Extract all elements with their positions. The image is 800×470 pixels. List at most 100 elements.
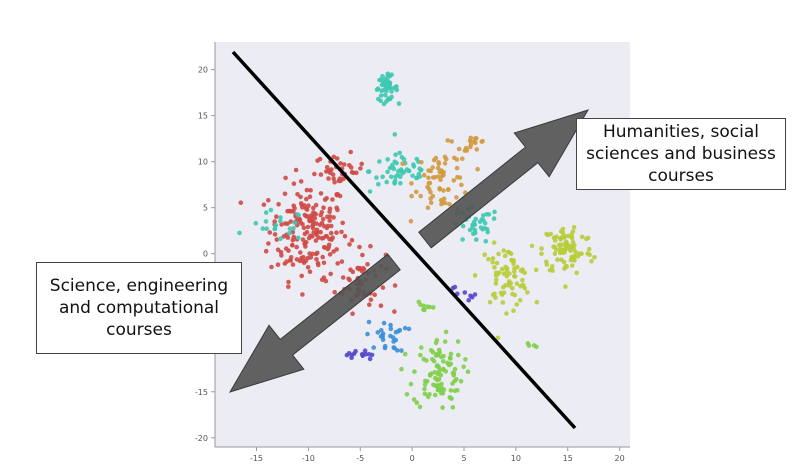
scatter-point [339, 259, 345, 264]
scatter-point [559, 257, 564, 263]
scatter-point [474, 136, 479, 141]
scatter-point [569, 235, 575, 241]
scatter-point [421, 172, 427, 178]
scatter-point [320, 216, 326, 222]
scatter-point [432, 375, 438, 381]
scatter-point [326, 242, 332, 248]
scatter-point [307, 269, 313, 275]
scatter-point [500, 300, 506, 305]
scatter-point [468, 293, 473, 299]
scatter-point [298, 194, 303, 200]
scatter-point [463, 357, 468, 362]
scatter-point [331, 176, 337, 182]
scatter-point [301, 254, 306, 260]
scatter-point [486, 256, 491, 262]
x-tick-label: 20 [615, 454, 625, 463]
scatter-point [266, 241, 271, 246]
scatter-point [399, 154, 405, 160]
scatter-point [305, 224, 311, 230]
scatter-point [290, 229, 296, 235]
scatter-point [398, 167, 404, 172]
scatter-point [363, 352, 369, 357]
scatter-point [507, 271, 512, 276]
scatter-point [392, 283, 398, 288]
scatter-point [286, 208, 292, 214]
scatter-point [493, 281, 499, 286]
scatter-point [288, 258, 293, 263]
x-tick-label: -5 [356, 454, 364, 463]
scatter-point [433, 383, 439, 389]
scatter-point [286, 279, 291, 285]
scatter-point [365, 331, 370, 337]
scatter-point [499, 266, 505, 272]
scatter-point [375, 330, 381, 335]
scatter-point [315, 261, 321, 266]
scatter-point [438, 177, 443, 182]
divider-line [231, 50, 577, 430]
scatter-point [410, 173, 415, 179]
scatter-point [452, 378, 458, 384]
scatter-point [385, 73, 391, 79]
scatter-point [558, 249, 563, 254]
x-tick-label: -15 [250, 454, 263, 463]
scatter-point [391, 166, 397, 172]
scatter-point [430, 175, 436, 180]
scatter-point [269, 264, 274, 270]
scatter-point [411, 164, 417, 169]
scatter-point [511, 261, 516, 267]
scatter-point [534, 344, 539, 350]
scatter-point [510, 285, 515, 291]
scatter-point [376, 181, 381, 187]
scatter-point [274, 237, 280, 242]
scatter-point [442, 161, 448, 166]
scatter-point [379, 328, 384, 333]
callout-science-text: Science, engineering and computational c… [49, 276, 229, 340]
scatter-point [452, 366, 458, 372]
scatter-point [575, 254, 581, 259]
scatter-point [442, 200, 448, 206]
scatter-point [579, 234, 585, 240]
scatter-point [448, 361, 454, 367]
scatter-point [520, 277, 525, 283]
scatter-point [490, 259, 495, 265]
scatter-point [454, 195, 459, 200]
scatter-point [574, 270, 579, 276]
scatter-point [472, 230, 478, 236]
scatter-point [339, 229, 344, 235]
scatter-point [330, 197, 335, 202]
scatter-point [263, 219, 269, 224]
scatter-point [435, 165, 441, 171]
scatter-point [283, 175, 288, 181]
scatter-point [428, 200, 434, 205]
scatter-point [428, 168, 433, 174]
scatter-point [552, 251, 558, 256]
scatter-point [567, 245, 573, 250]
scatter-point [311, 205, 316, 211]
scatter-point [430, 165, 436, 170]
scatter-point [431, 157, 437, 163]
scatter-point [306, 235, 312, 241]
scatter-point [389, 174, 394, 180]
scatter-point [555, 257, 560, 262]
scatter-point [436, 161, 442, 167]
scatter-point [324, 169, 329, 174]
scatter-point [551, 244, 556, 249]
scatter-point [504, 266, 510, 272]
scatter-point [422, 382, 428, 387]
scatter-point [514, 281, 520, 287]
scatter-point [409, 193, 414, 199]
scatter-point [327, 252, 333, 257]
scatter-point [460, 223, 466, 229]
scatter-point [278, 218, 283, 224]
scatter-point [392, 181, 398, 186]
scatter-point [334, 230, 339, 235]
scatter-point [371, 345, 377, 350]
scatter-point [384, 88, 389, 94]
scatter-point [261, 202, 267, 207]
scatter-point [460, 156, 465, 161]
scatter-point [549, 264, 555, 269]
scatter-point [445, 138, 451, 143]
scatter-point [307, 251, 313, 256]
scatter-point [321, 205, 326, 210]
scatter-point [312, 211, 317, 216]
